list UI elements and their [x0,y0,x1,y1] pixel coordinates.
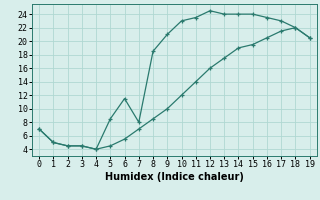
X-axis label: Humidex (Indice chaleur): Humidex (Indice chaleur) [105,172,244,182]
